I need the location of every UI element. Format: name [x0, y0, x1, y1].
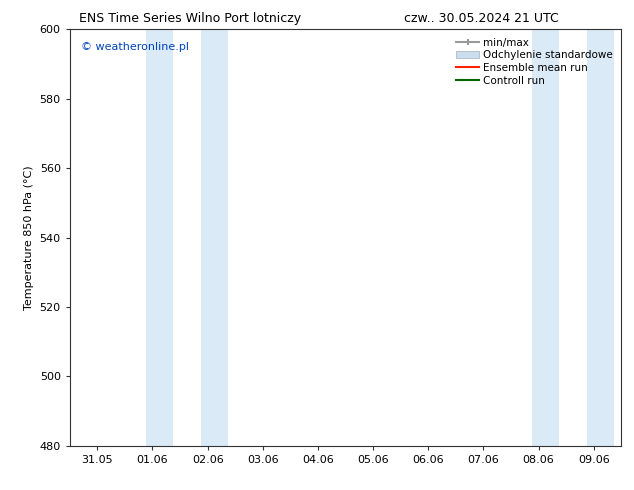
Bar [532, 29, 559, 446]
Text: czw.. 30.05.2024 21 UTC: czw.. 30.05.2024 21 UTC [404, 12, 559, 25]
Bar [628, 29, 634, 446]
Bar [201, 29, 228, 446]
Bar [146, 29, 173, 446]
Y-axis label: Temperature 850 hPa (°C): Temperature 850 hPa (°C) [24, 165, 34, 310]
Text: © weatheronline.pl: © weatheronline.pl [81, 42, 189, 52]
Text: ENS Time Series Wilno Port lotniczy: ENS Time Series Wilno Port lotniczy [79, 12, 301, 25]
Bar [587, 29, 614, 446]
Legend: min/max, Odchylenie standardowe, Ensemble mean run, Controll run: min/max, Odchylenie standardowe, Ensembl… [453, 35, 616, 89]
